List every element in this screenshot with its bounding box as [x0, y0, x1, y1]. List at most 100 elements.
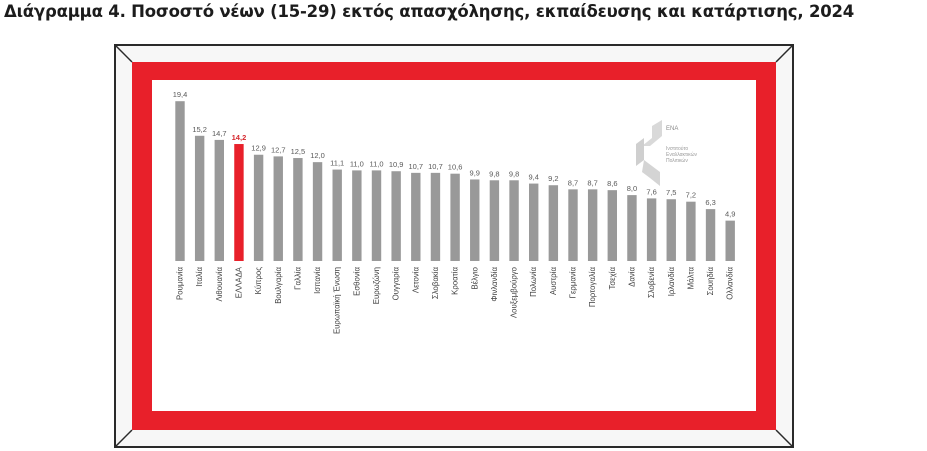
category-label-17: Λουξεμβούργο [510, 266, 519, 318]
bar-0 [175, 101, 185, 261]
value-label-15: 9,9 [470, 168, 480, 177]
category-label-15: Βέλγιο [470, 266, 479, 289]
bar-19 [548, 185, 559, 261]
bar-3 [234, 144, 244, 261]
value-label-21: 8,7 [587, 178, 597, 187]
bar-24 [646, 198, 657, 261]
value-label-26: 7,2 [686, 191, 696, 200]
category-label-23: Δανία [627, 267, 636, 287]
value-label-1: 15,2 [192, 125, 207, 134]
category-label-27: Σουηδία [706, 267, 715, 296]
bar-4 [253, 154, 264, 261]
value-label-18: 9,4 [528, 173, 538, 182]
category-label-28: Ολλανδία [726, 267, 735, 300]
bar-18 [529, 183, 539, 261]
category-label-25: Ιρλανδία [667, 267, 676, 297]
bar-1 [194, 135, 205, 261]
value-label-17: 9,8 [509, 169, 519, 178]
value-label-8: 11,1 [330, 159, 344, 168]
value-label-0: 19,4 [173, 90, 188, 99]
red-mat: ΕΝΑ Ινστιτούτο Εναλλακτικών Πολιτικών 19… [132, 62, 776, 430]
bar-23 [627, 195, 637, 261]
bar-25 [666, 199, 676, 261]
bar-chart: ΕΝΑ Ινστιτούτο Εναλλακτικών Πολιτικών 19… [173, 90, 736, 334]
category-label-14: Κροατία [451, 267, 460, 295]
value-label-10: 11,0 [369, 159, 383, 168]
bar-14 [450, 173, 460, 261]
category-label-4: Κύπρος [254, 267, 263, 295]
ena-logo-subtitle-1: Ινστιτούτο [666, 145, 688, 152]
category-label-6: Γαλλία [293, 267, 302, 290]
category-label-13: Σλοβακία [431, 267, 440, 300]
category-label-2: Λιθουανία [215, 267, 224, 302]
bar-2 [214, 139, 224, 261]
value-label-5: 12,7 [271, 145, 286, 154]
bar-15 [470, 179, 480, 261]
value-label-16: 9,8 [489, 169, 499, 178]
category-label-18: Πολωνία [529, 267, 538, 297]
ena-logo-name: ΕΝΑ [666, 126, 678, 132]
category-label-11: Ουγγαρία [392, 267, 401, 301]
ena-logo-mark-bottom [642, 160, 660, 186]
value-label-4: 12,9 [251, 144, 266, 153]
category-label-10: Ευρωζώνη [372, 267, 381, 304]
value-label-20: 8,7 [568, 178, 578, 187]
value-label-13: 10,7 [428, 162, 443, 171]
bar-17 [509, 180, 519, 261]
value-label-2: 14,7 [212, 129, 227, 138]
ena-logo-mark-mid [636, 138, 644, 166]
bar-8 [332, 169, 342, 261]
bar-26 [686, 201, 696, 261]
frame-bevel [116, 46, 792, 446]
chart-title: Διάγραμμα 4. Ποσοστό νέων (15-29) εκτός … [4, 2, 855, 21]
value-label-11: 10,9 [389, 160, 404, 169]
category-label-24: Σλοβενία [647, 267, 656, 299]
bar-28 [725, 220, 735, 261]
bar-13 [430, 172, 441, 261]
bar-7 [312, 162, 323, 261]
bar-21 [587, 189, 598, 261]
category-label-3: ΕΛΛΑΔΑ [234, 266, 243, 298]
value-label-19: 9,2 [548, 174, 558, 183]
bar-27 [705, 209, 716, 261]
value-label-22: 8,6 [607, 179, 617, 188]
category-label-21: Πορτογαλία [588, 267, 597, 308]
category-label-16: Φινλανδία [490, 267, 499, 302]
bar-12 [411, 172, 421, 261]
value-label-7: 12,0 [310, 151, 325, 160]
value-label-25: 7,5 [666, 188, 676, 197]
value-label-23: 8,0 [627, 184, 637, 193]
ena-logo: ΕΝΑ Ινστιτούτο Εναλλακτικών Πολιτικών [636, 120, 697, 186]
value-label-24: 7,6 [646, 187, 656, 196]
bar-6 [293, 158, 303, 261]
category-label-9: Εσθονία [352, 267, 361, 296]
category-label-0: Ρουμανία [176, 267, 185, 300]
value-labels-layer: 19,4 15,2 14,7 14,2 12,9 12,7 12,5 12,0 11,1 11,0… [173, 90, 736, 218]
category-label-12: Λετονία [411, 267, 420, 294]
bar-9 [352, 170, 362, 261]
value-label-14: 10,6 [448, 163, 463, 172]
category-label-1: Ιταλία [195, 267, 204, 287]
bar-20 [568, 189, 578, 261]
ena-logo-mark-top [642, 120, 662, 146]
picture-frame: ΕΝΑ Ινστιτούτο Εναλλακτικών Πολιτικών 19… [114, 44, 794, 448]
ena-logo-subtitle-3: Πολιτικών [666, 157, 688, 164]
value-label-9: 11,0 [350, 159, 364, 168]
value-label-28: 4,9 [725, 210, 735, 219]
plot-area: ΕΝΑ Ινστιτούτο Εναλλακτικών Πολιτικών 19… [152, 80, 756, 411]
bar-5 [273, 156, 283, 261]
category-label-5: Βουλγαρία [274, 267, 283, 304]
bar-11 [391, 171, 401, 261]
category-label-22: Τσεχία [608, 267, 617, 290]
value-label-12: 10,7 [408, 162, 423, 171]
ena-logo-subtitle-2: Εναλλακτικών [666, 151, 697, 158]
category-label-19: Αυστρία [549, 267, 558, 296]
bar-10 [371, 170, 382, 261]
bar-22 [607, 190, 617, 261]
category-label-26: Μάλτα [686, 267, 695, 290]
category-labels-layer: Ρουμανία Ιταλία Λιθουανία ΕΛΛΑΔΑ Κύπρος Βουλγ… [176, 266, 735, 334]
bars-layer [175, 101, 735, 261]
value-label-6: 12,5 [291, 147, 306, 156]
category-label-20: Γερμανία [569, 267, 578, 299]
category-label-7: Ισπανία [313, 267, 322, 294]
